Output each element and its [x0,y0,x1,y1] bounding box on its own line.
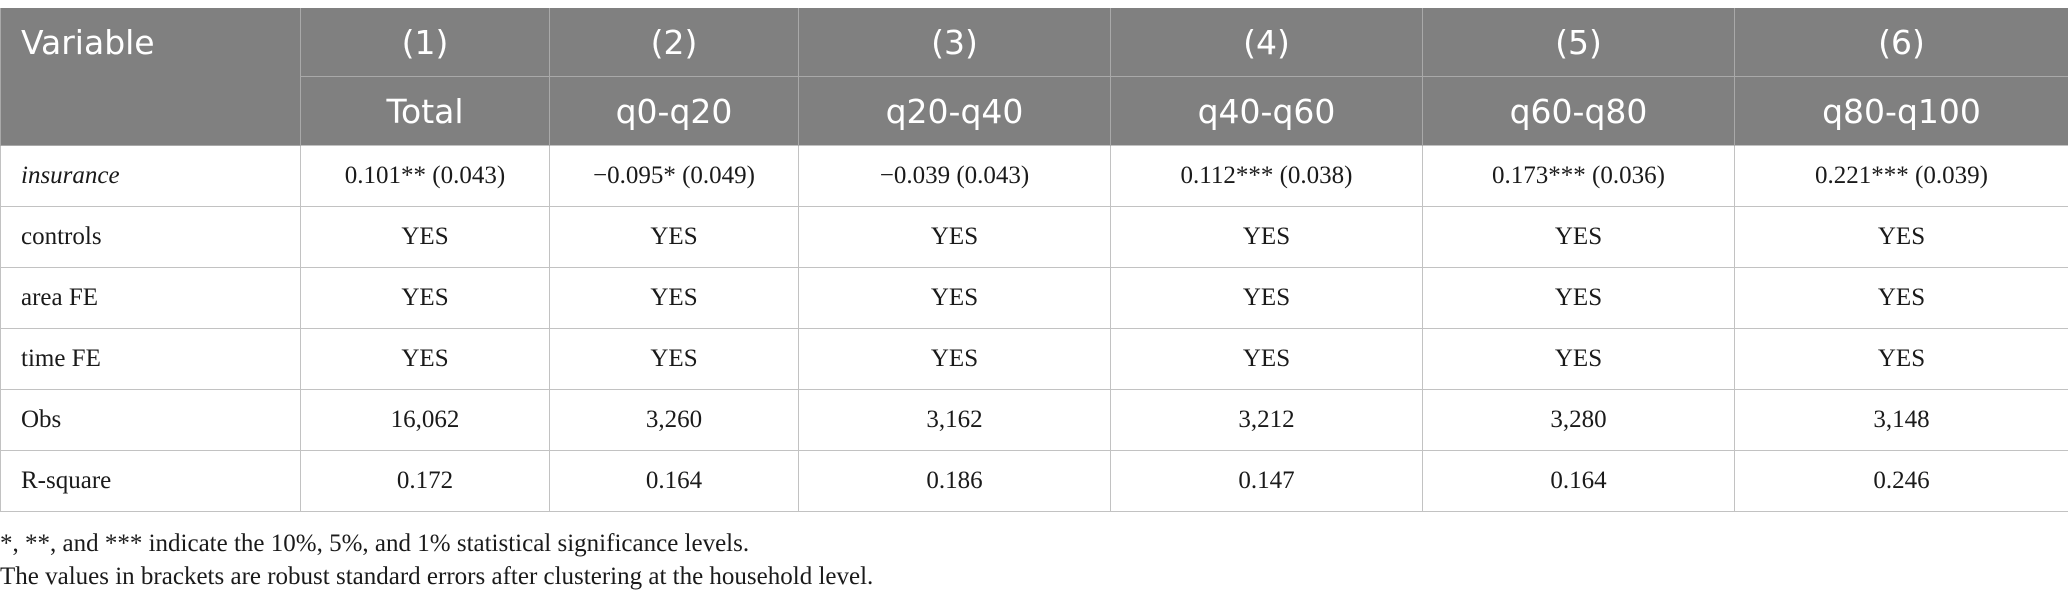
table-row: controls YES YES YES YES YES YES [0,206,2068,268]
table-cell: 0.101** (0.043) [300,145,550,207]
table-cell: YES [798,267,1111,329]
row-label: Obs [0,389,301,451]
table-cell: 0.147 [1110,450,1423,512]
table-header: Variable (1) (2) (3) (4) (5) (6) Total q… [0,8,2068,146]
table-cell: YES [1734,206,2068,268]
column-number: (1) [300,8,550,77]
table-cell: 3,260 [549,389,799,451]
table-cell: 3,212 [1110,389,1423,451]
table-cell: 0.164 [549,450,799,512]
table-cell: −0.039 (0.043) [798,145,1111,207]
column-name: q0-q20 [549,76,799,146]
table-cell: YES [798,328,1111,390]
column-name: q40-q60 [1110,76,1423,146]
table-cell: YES [1734,328,2068,390]
table-row: area FE YES YES YES YES YES YES [0,267,2068,329]
table-row: R-square 0.172 0.164 0.186 0.147 0.164 0… [0,450,2068,512]
regression-table-container: Variable (1) (2) (3) (4) (5) (6) Total q… [0,8,2068,512]
footnote-standard-errors: The values in brackets are robust standa… [0,563,874,590]
table-cell: YES [300,328,550,390]
row-label: area FE [0,267,301,329]
row-label: R-square [0,450,301,512]
table-cell: YES [549,267,799,329]
table-cell: 3,280 [1422,389,1735,451]
row-label: insurance [0,145,301,207]
column-number: (2) [549,8,799,77]
table-cell: YES [1110,328,1423,390]
table-row: insurance 0.101** (0.043) −0.095* (0.049… [0,145,2068,207]
table-cell: 0.173*** (0.036) [1422,145,1735,207]
column-name: q80-q100 [1734,76,2068,146]
row-label: controls [0,206,301,268]
table-cell: YES [549,328,799,390]
table-cell: 0.246 [1734,450,2068,512]
column-number: (6) [1734,8,2068,77]
table-cell: 0.164 [1422,450,1735,512]
footnote-significance: *, **, and *** indicate the 10%, 5%, and… [0,530,750,557]
table-cell: YES [1734,267,2068,329]
table-cell: YES [1110,206,1423,268]
column-name: q20-q40 [798,76,1111,146]
table-cell: 16,062 [300,389,550,451]
column-number: (3) [798,8,1111,77]
table-cell: 3,162 [798,389,1111,451]
table-body: insurance 0.101** (0.043) −0.095* (0.049… [0,145,2068,512]
table-cell: −0.095* (0.049) [549,145,799,207]
column-number: (4) [1110,8,1423,77]
table-cell: YES [549,206,799,268]
table-cell: YES [1422,206,1735,268]
column-name: q60-q80 [1422,76,1735,146]
table-cell: YES [300,267,550,329]
regression-table: Variable (1) (2) (3) (4) (5) (6) Total q… [0,8,2068,512]
table-row: Obs 16,062 3,260 3,162 3,212 3,280 3,148 [0,389,2068,451]
table-cell: 3,148 [1734,389,2068,451]
header-row-numbers: Variable (1) (2) (3) (4) (5) (6) [0,8,2068,146]
variable-header: Variable [0,8,301,146]
table-cell: 0.112*** (0.038) [1110,145,1423,207]
header-row-names: Total q0-q20 q20-q40 q40-q60 q60-q80 q80… [1,76,2068,146]
table-cell: YES [1422,267,1735,329]
table-cell: 0.221*** (0.039) [1734,145,2068,207]
table-cell: YES [1422,328,1735,390]
table-cell: 0.172 [300,450,550,512]
table-cell: YES [300,206,550,268]
table-row: time FE YES YES YES YES YES YES [0,328,2068,390]
column-name: Total [300,76,550,146]
table-cell: YES [798,206,1111,268]
table-footnotes: *, **, and *** indicate the 10%, 5%, and… [0,527,873,593]
table-cell: 0.186 [798,450,1111,512]
row-label: time FE [0,328,301,390]
column-number: (5) [1422,8,1735,77]
table-cell: YES [1110,267,1423,329]
